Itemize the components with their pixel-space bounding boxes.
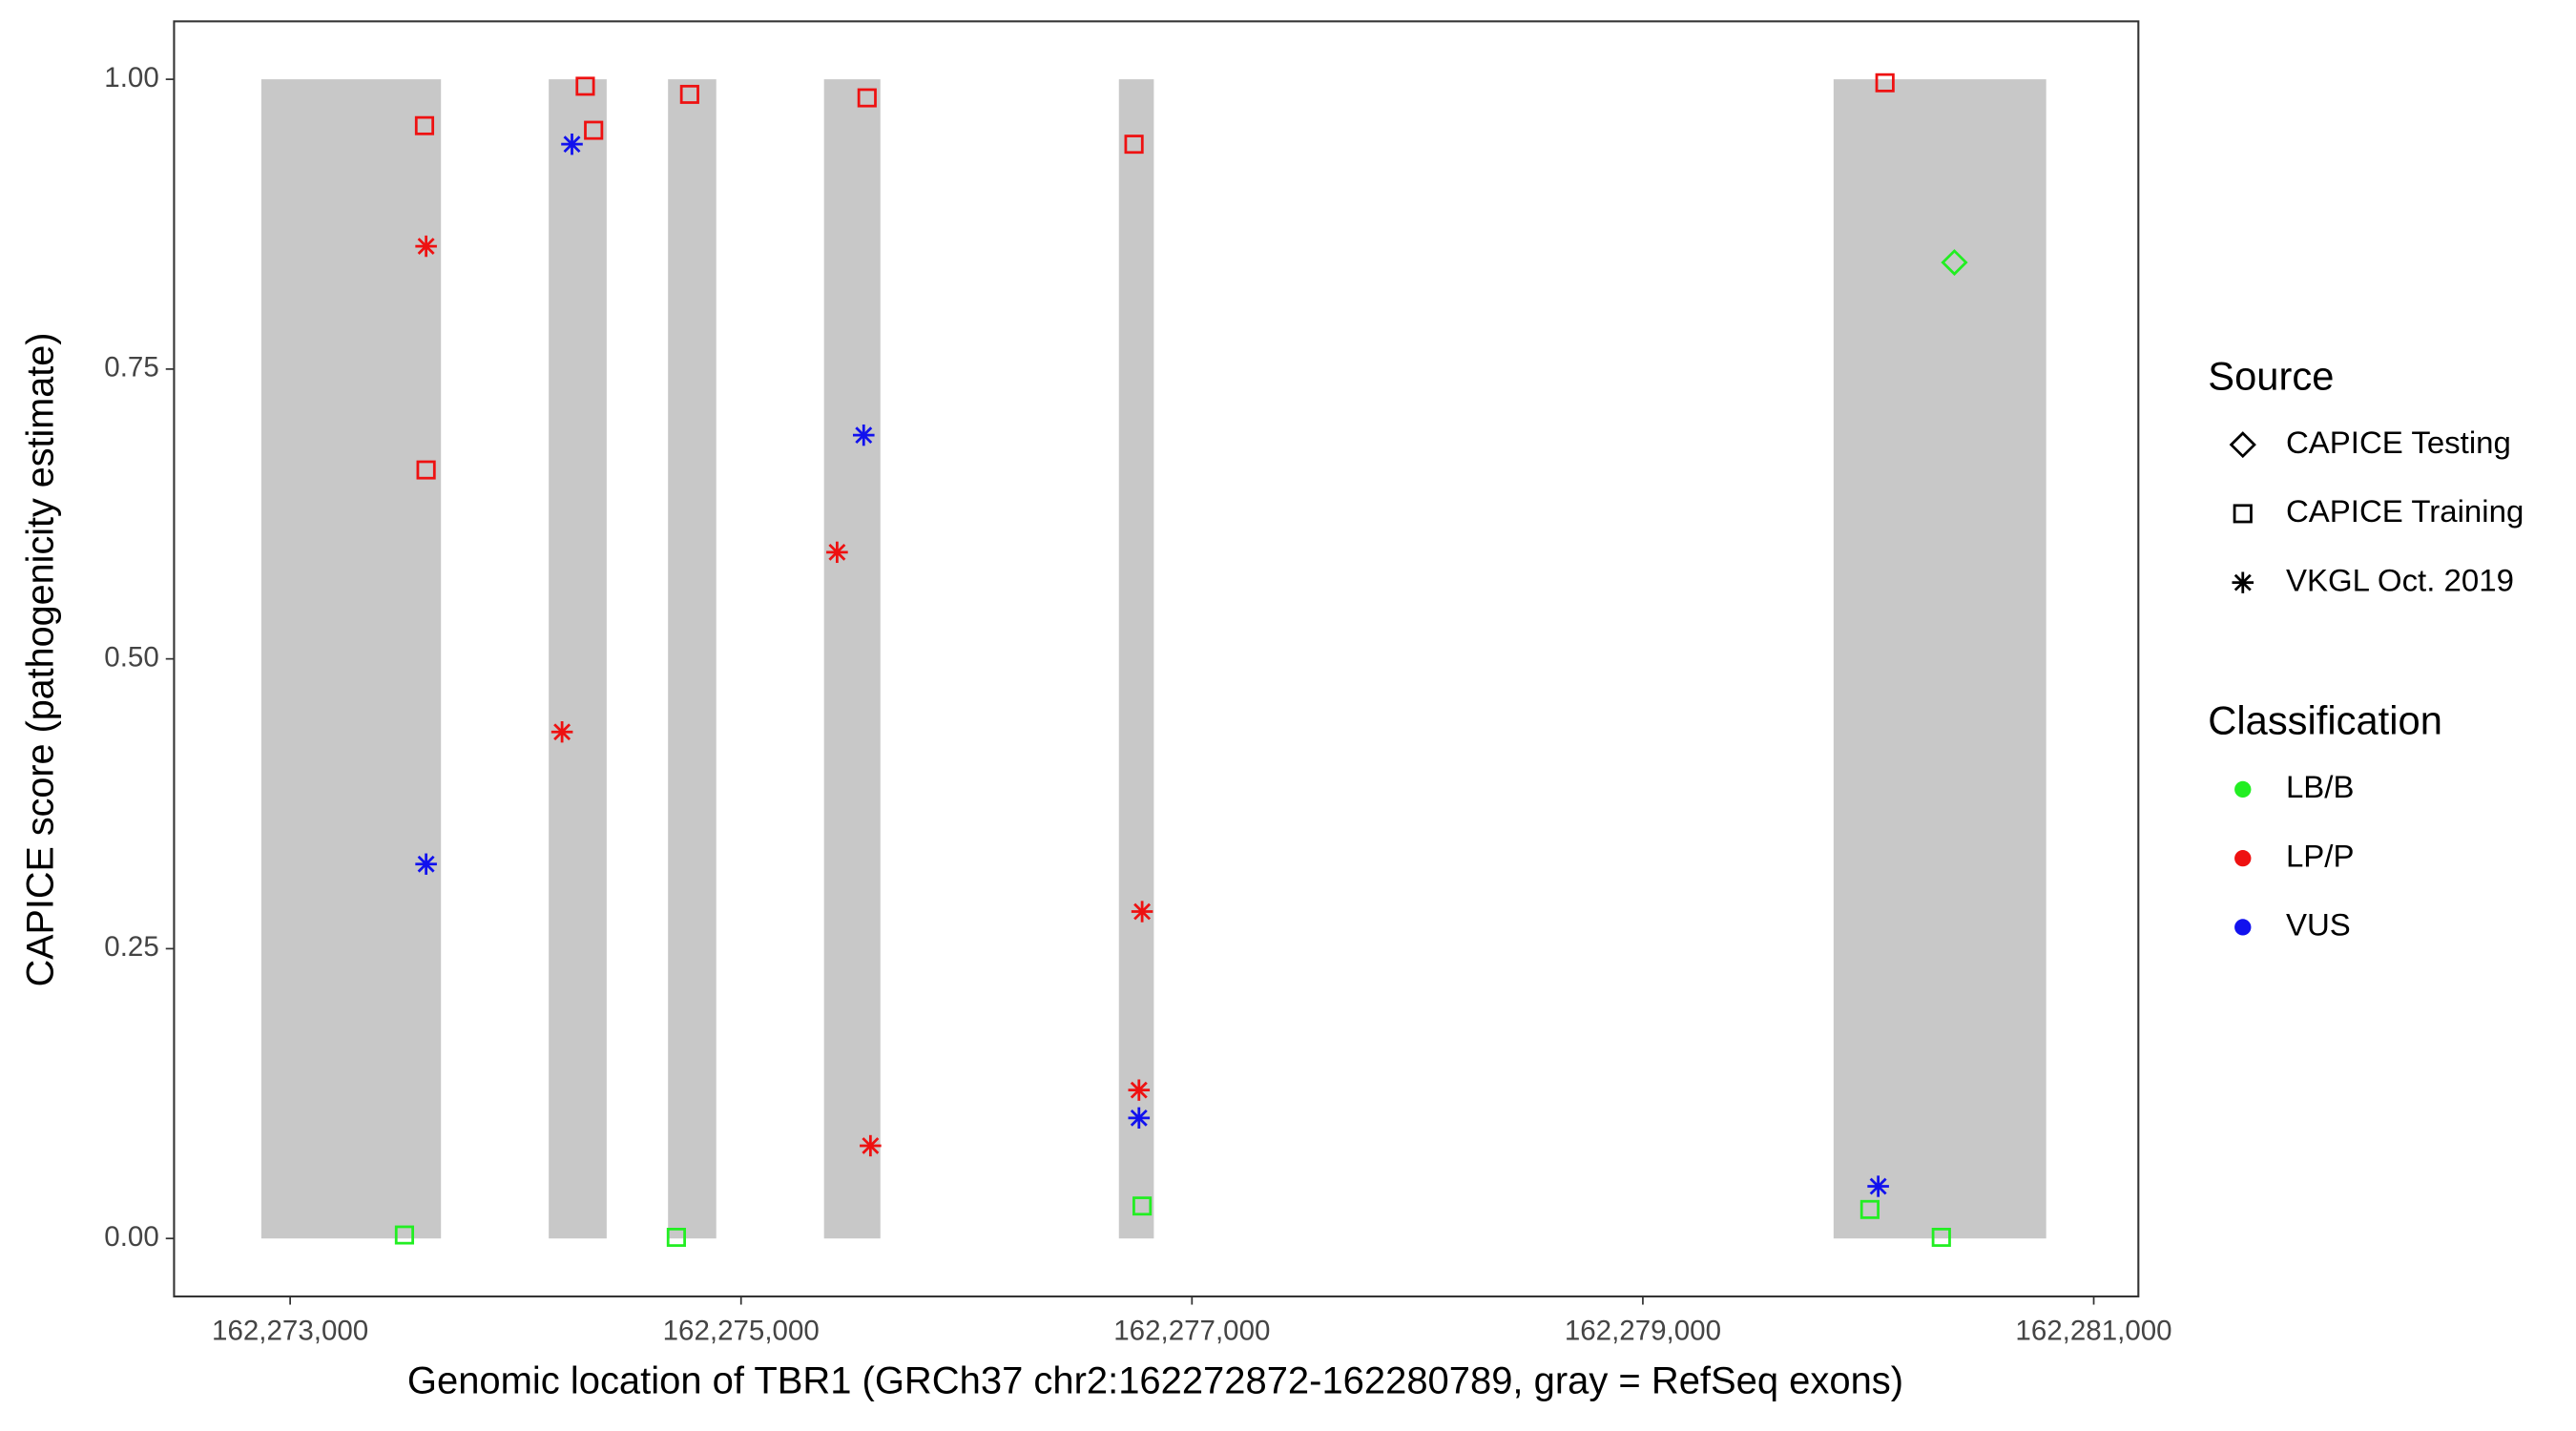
legend-label: CAPICE Testing: [2286, 425, 2511, 460]
legend-key: [2234, 780, 2252, 798]
y-axis-title: CAPICE score (pathogenicity estimate): [20, 333, 62, 987]
point: [826, 541, 848, 564]
legend-label: LP/P: [2286, 838, 2355, 873]
legend-label: VUS: [2286, 907, 2351, 943]
square: [1859, 1199, 1880, 1219]
asterisk-stroke: [855, 426, 873, 445]
y-tick-label: 0.50: [104, 642, 158, 674]
square: [679, 84, 699, 104]
y-tick-label: 0.75: [104, 352, 158, 384]
asterisk-stroke: [417, 238, 435, 255]
asterisk-stroke: [862, 1137, 880, 1154]
square: [575, 76, 595, 96]
asterisk-stroke: [828, 543, 846, 561]
exon: [1833, 79, 2046, 1239]
diamond: [1941, 249, 1968, 277]
exon: [260, 79, 442, 1239]
x-tick-label: 162,275,000: [663, 1316, 820, 1347]
square: [666, 1227, 686, 1247]
asterisk-stroke: [1130, 1109, 1148, 1127]
legend-key: [2232, 571, 2254, 593]
legend-key: [2234, 919, 2252, 936]
square: [2233, 504, 2253, 524]
point: [679, 84, 699, 104]
x-tick-label: 162,273,000: [212, 1316, 368, 1347]
point: [860, 1134, 882, 1157]
x-tick-label: 162,277,000: [1113, 1316, 1270, 1347]
square: [1124, 135, 1144, 155]
diamond: [2229, 431, 2256, 459]
legend-key: [2234, 850, 2252, 867]
point: [852, 424, 875, 446]
asterisk-stroke: [417, 855, 435, 873]
point: [1931, 1227, 1951, 1247]
legend-key: [2233, 504, 2253, 524]
exon: [823, 79, 881, 1239]
exon: [549, 79, 607, 1239]
square: [857, 88, 877, 108]
point: [575, 76, 595, 96]
asterisk-stroke: [1869, 1177, 1887, 1195]
x-tick-label: 162,281,000: [2015, 1316, 2171, 1347]
square: [1132, 1196, 1153, 1216]
asterisk-stroke: [2233, 573, 2252, 591]
point: [1131, 901, 1153, 923]
point: [1132, 1196, 1153, 1216]
square: [414, 115, 435, 135]
legend-title: Classification: [2208, 698, 2442, 743]
exon: [1118, 79, 1154, 1239]
asterisk-stroke: [1130, 1081, 1148, 1099]
point: [857, 88, 877, 108]
square: [1931, 1227, 1951, 1247]
square: [584, 120, 604, 140]
legend-label: VKGL Oct. 2019: [2286, 562, 2514, 597]
point: [1859, 1199, 1880, 1219]
point: [666, 1227, 686, 1247]
square: [1875, 73, 1895, 93]
exon: [668, 79, 717, 1239]
point: [415, 235, 437, 258]
point: [1124, 135, 1144, 155]
y-tick-label: 0.00: [104, 1221, 158, 1253]
legend-label: CAPICE Training: [2286, 493, 2524, 529]
point: [584, 120, 604, 140]
y-tick-label: 0.25: [104, 931, 158, 963]
square: [416, 460, 436, 480]
asterisk-stroke: [1133, 902, 1152, 921]
point: [551, 721, 573, 743]
point: [415, 853, 437, 875]
x-axis-title: Genomic location of TBR1 (GRCh37 chr2:16…: [407, 1360, 1903, 1402]
x-tick-label: 162,279,000: [1565, 1316, 1721, 1347]
point: [1875, 73, 1895, 93]
point: [1867, 1175, 1889, 1197]
y-tick-label: 1.00: [104, 62, 158, 93]
square: [394, 1225, 415, 1245]
legend-key: [2229, 431, 2256, 459]
point: [1128, 1107, 1151, 1130]
point: [414, 115, 435, 135]
legend-label: LB/B: [2286, 769, 2355, 804]
point: [416, 460, 436, 480]
legend-title: Source: [2208, 353, 2334, 398]
point: [1128, 1079, 1151, 1101]
point: [561, 133, 583, 156]
asterisk-stroke: [563, 135, 581, 154]
point: [394, 1225, 415, 1245]
asterisk-stroke: [553, 723, 571, 741]
point: [1941, 249, 1968, 277]
